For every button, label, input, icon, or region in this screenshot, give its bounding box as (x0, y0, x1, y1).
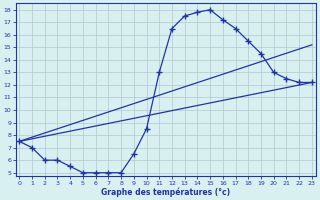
X-axis label: Graphe des températures (°c): Graphe des températures (°c) (101, 187, 230, 197)
